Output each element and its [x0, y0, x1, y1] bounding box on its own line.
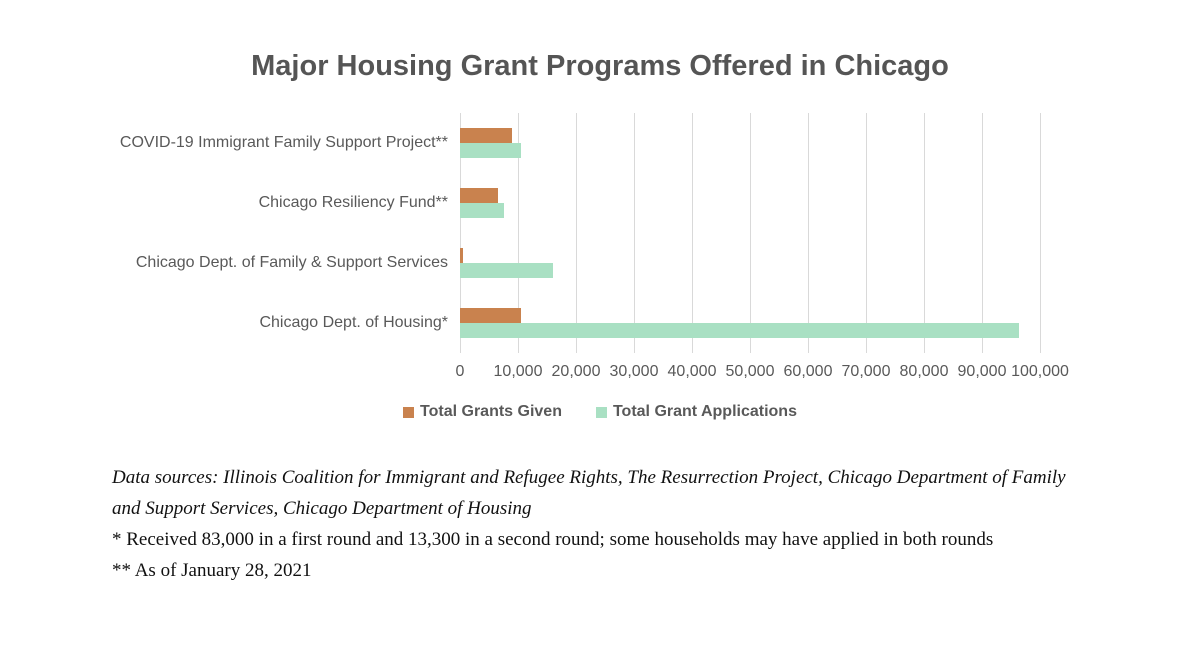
x-tick-label: 80,000: [899, 363, 949, 380]
legend-swatch-icon: [403, 406, 415, 418]
x-tick-label: 60,000: [783, 363, 833, 380]
x-tick-label: 30,000: [609, 363, 659, 380]
legend-label: Total Grant Applications: [612, 403, 797, 420]
x-tick-label: 10,000: [493, 363, 543, 380]
bar-total-grant-applications: [460, 263, 553, 278]
x-tick-label: 70,000: [841, 363, 891, 380]
bar-total-grant-applications: [460, 143, 521, 158]
x-tick-label: 0: [455, 363, 465, 380]
chart-row: [460, 233, 1040, 293]
bar-total-grants-given: [460, 308, 521, 323]
data-sources-note: Data sources: Illinois Coalition for Imm…: [112, 467, 1066, 519]
x-tick-label: 50,000: [725, 363, 775, 380]
chart-row: [460, 293, 1040, 353]
x-axis-tick-labels: 0 10,000 20,000 30,000 40,000 50,000 60,000 70,…: [456, 363, 1069, 385]
x-tick-label: 40,000: [667, 363, 717, 380]
chart-title: Major Housing Grant Programs Offered in …: [251, 50, 949, 82]
category-label: Chicago Dept. of Housing*: [259, 314, 448, 331]
bar-total-grant-applications: [460, 323, 1019, 338]
category-axis-labels: COVID-19 Immigrant Family Support Projec…: [0, 113, 448, 353]
legend-item: Total Grants Given: [403, 403, 562, 421]
bar-total-grant-applications: [460, 203, 505, 218]
plot-area: [460, 113, 1041, 353]
legend-swatch-icon: [595, 406, 607, 418]
bar-total-grants-given: [460, 248, 463, 263]
category-label: COVID-19 Immigrant Family Support Projec…: [119, 134, 448, 151]
bar-total-grants-given: [460, 188, 498, 203]
x-tick-label: 20,000: [551, 363, 601, 380]
footnote-as-of-date: ** As of January 28, 2021: [112, 560, 312, 581]
x-tick-label: 90,000: [957, 363, 1007, 380]
category-label: Chicago Dept. of Family & Support Servic…: [135, 254, 448, 271]
chart-row: [460, 173, 1040, 233]
footnote-first-round: * Received 83,000 in a first round and 1…: [112, 529, 994, 550]
legend-label: Total Grants Given: [420, 403, 562, 420]
legend-item: Total Grant Applications: [595, 403, 797, 421]
footnotes: Data sources: Illinois Coalition for Imm…: [112, 462, 1097, 586]
bar-total-grants-given: [460, 128, 513, 143]
x-tick-label: 100,000: [1011, 363, 1069, 380]
category-label: Chicago Resiliency Fund**: [258, 194, 448, 211]
chart-row: [460, 113, 1040, 173]
chart-legend: Total Grants Given Total Grant Applicatio…: [0, 403, 1200, 421]
